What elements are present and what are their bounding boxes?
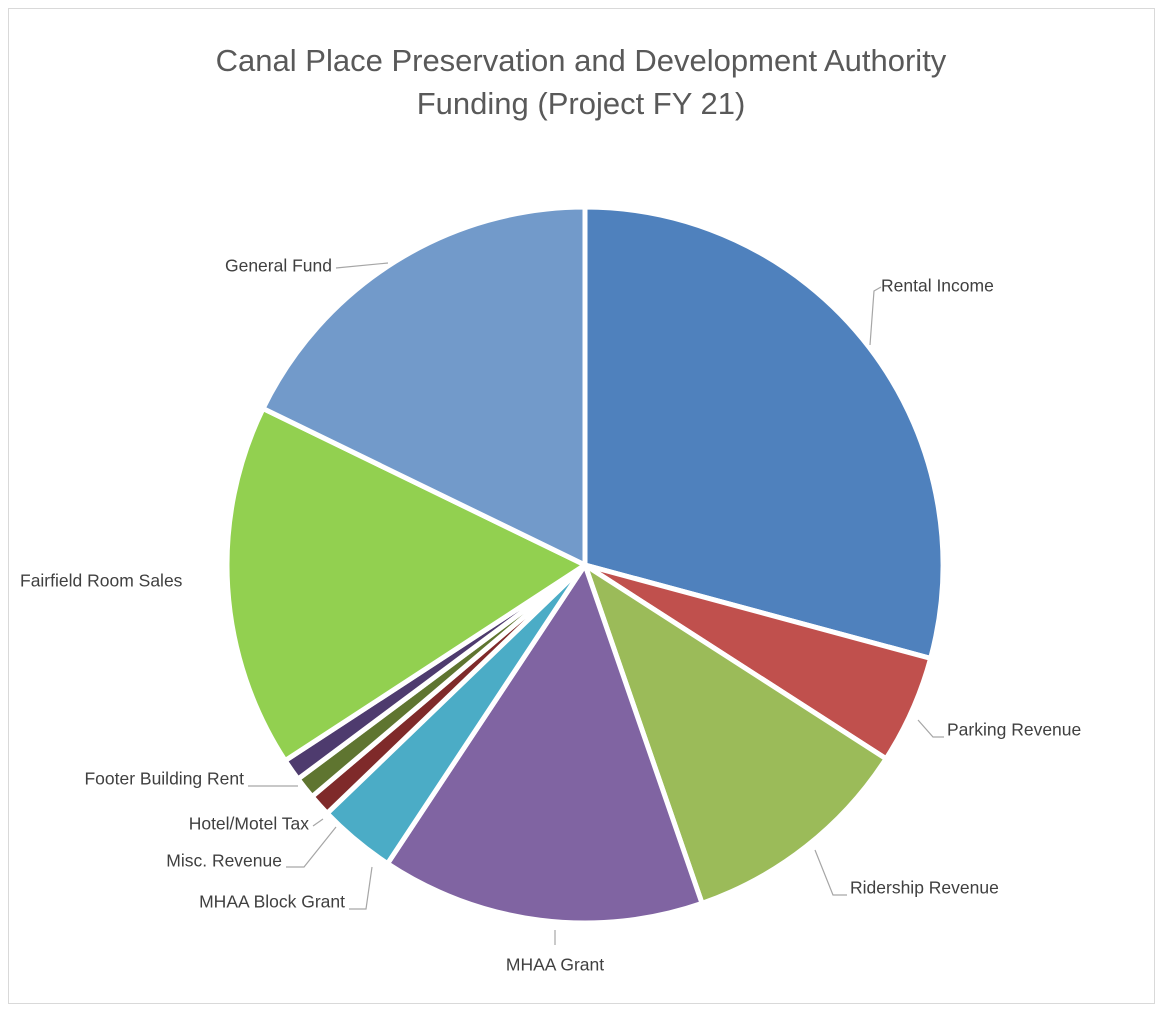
pie-slice-mhaa-grant <box>385 562 705 926</box>
leader-line-rental-income <box>869 286 882 346</box>
chart-title-line-2: Funding (Project FY 21) <box>417 86 746 121</box>
leader-line-misc-revenue <box>286 826 337 868</box>
slice-label-footer-building-rent: Footer Building Rent <box>84 769 244 789</box>
slice-label-rental-income: Rental Income <box>881 276 994 296</box>
pie-slice-rental-income <box>582 204 946 661</box>
pie-slice-general-fund <box>260 204 588 568</box>
slice-label-general-fund: General Fund <box>225 256 332 276</box>
slice-label-hotel-motel-tax: Hotel/Motel Tax <box>189 814 310 834</box>
pie-slice-fairfield-room-sales <box>224 406 588 764</box>
leader-line-hotel-motel-tax <box>312 818 324 827</box>
slice-label-parking-revenue: Parking Revenue <box>947 720 1081 740</box>
chart-title-line-1: Canal Place Preservation and Development… <box>216 43 947 78</box>
slice-label-fairfield-room-sales: Fairfield Room Sales <box>20 571 183 591</box>
pie-slice-ridership-revenue <box>582 562 889 906</box>
pie-slices <box>224 204 946 926</box>
slice-label-mhaa-block-grant: MHAA Block Grant <box>199 892 345 912</box>
leader-line-general-fund <box>335 262 389 269</box>
slice-label-mhaa-grant: MHAA Grant <box>506 955 604 975</box>
slice-labels: Rental Income Parking Revenue Ridership Re… <box>20 256 1081 975</box>
leader-line-parking-revenue <box>917 719 944 738</box>
slice-label-misc-revenue: Misc. Revenue <box>166 851 282 871</box>
leader-lines <box>248 262 944 945</box>
leader-line-ridership-revenue <box>814 849 847 896</box>
slice-label-ridership-revenue: Ridership Revenue <box>850 878 999 898</box>
leader-line-mhaa-block-grant <box>349 866 373 910</box>
